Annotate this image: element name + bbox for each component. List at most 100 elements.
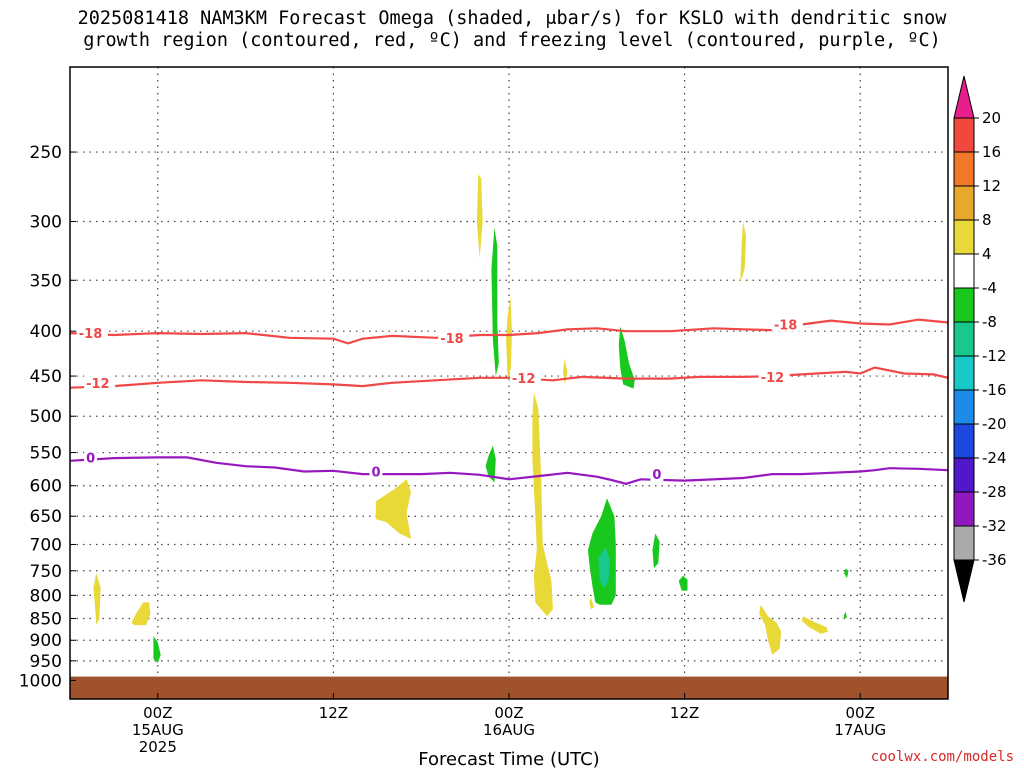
omega-region xyxy=(563,358,568,385)
terrain-surface xyxy=(70,676,948,699)
omega-region xyxy=(801,616,828,634)
omega-region xyxy=(485,445,496,483)
contour-line xyxy=(70,318,948,345)
colorbar-label: -20 xyxy=(982,415,1007,433)
terrain-band xyxy=(70,676,948,699)
omega-region xyxy=(844,611,847,619)
chart-title-line-2: growth region (contoured, red, ºC) and f… xyxy=(83,30,941,51)
omega-region xyxy=(476,174,483,258)
colorbar-segment xyxy=(953,75,975,119)
y-tick-label: 600 xyxy=(30,477,62,497)
colorbar-label: 12 xyxy=(982,177,1001,195)
colorbar-label: 20 xyxy=(982,109,1001,127)
y-tick-label: 750 xyxy=(30,562,62,582)
colorbar-label: 8 xyxy=(982,211,992,229)
colorbar-label: -28 xyxy=(982,483,1007,501)
y-tick-label: 550 xyxy=(30,444,62,464)
contour-label-bg xyxy=(509,369,541,385)
y-tick-label: 250 xyxy=(30,143,62,163)
contour-label-bg xyxy=(650,466,664,482)
y-tick-label: 1000 xyxy=(19,671,62,691)
contour-label: -18 xyxy=(774,318,798,333)
y-tick-label: 500 xyxy=(30,407,62,427)
contour-label: -18 xyxy=(440,332,464,347)
colorbar-label: -4 xyxy=(982,279,997,297)
contour-label: -12 xyxy=(761,371,785,386)
y-tick-label: 450 xyxy=(30,367,62,387)
colorbar-segment xyxy=(953,151,975,187)
colorbar-segment xyxy=(953,287,975,323)
y-tick-label: 700 xyxy=(30,535,62,555)
chart-title-line-1: 2025081418 NAM3KM Forecast Omega (shaded… xyxy=(77,8,947,29)
x-tick-label: 00Z xyxy=(143,704,172,722)
y-tick-label: 350 xyxy=(30,271,62,291)
contour-label-bg xyxy=(369,463,383,479)
omega-region xyxy=(153,636,161,663)
contour-label-bg xyxy=(771,316,803,332)
colorbar-segment xyxy=(953,219,975,255)
contour-label-bg xyxy=(758,368,790,384)
omega-region xyxy=(678,575,688,591)
x-tick-label: 00Z xyxy=(846,704,875,722)
colorbar-label: -24 xyxy=(982,449,1007,467)
omega-region xyxy=(131,602,151,626)
contour-line xyxy=(70,366,948,389)
y-axis: 2503003504004505005506006507007508008509… xyxy=(19,143,76,691)
colorbar-segment xyxy=(953,423,975,459)
contour-label: 0 xyxy=(86,451,95,466)
omega-region xyxy=(491,227,499,377)
contour-label: 0 xyxy=(371,465,380,480)
contour-label-bg xyxy=(438,329,470,345)
y-tick-label: 800 xyxy=(30,586,62,606)
colorbar-label: 4 xyxy=(982,245,992,263)
colorbar-segment xyxy=(953,389,975,425)
colorbar-label: -36 xyxy=(982,551,1007,569)
colorbar-segment xyxy=(953,185,975,221)
x-tick-label: 12Z xyxy=(319,704,348,722)
credit-text: coolwx.com/models xyxy=(870,749,1014,765)
colorbar-segment xyxy=(953,457,975,493)
y-tick-label: 400 xyxy=(30,322,62,342)
colorbar-label: -12 xyxy=(982,347,1007,365)
omega-region xyxy=(589,597,594,610)
x-tick-sub2: 2025 xyxy=(139,738,177,756)
omega-region xyxy=(652,533,660,569)
x-tick-sub1: 17AUG xyxy=(834,721,886,739)
contour-label: -18 xyxy=(79,327,103,342)
x-tick-sub1: 16AUG xyxy=(483,721,535,739)
colorbar-segment xyxy=(953,491,975,527)
contour-label-bg xyxy=(76,325,108,341)
y-tick-label: 950 xyxy=(30,652,62,672)
colorbar-label: 16 xyxy=(982,143,1001,161)
omega-region xyxy=(588,498,616,605)
omega-region xyxy=(844,568,849,579)
plot-frame xyxy=(69,66,949,700)
contour-label: 0 xyxy=(652,468,661,483)
omega-shading xyxy=(93,174,849,663)
omega-region xyxy=(532,392,553,617)
contour-label: -12 xyxy=(86,377,110,392)
grid-lines xyxy=(70,67,948,699)
colorbar-segment xyxy=(953,525,975,561)
omega-region xyxy=(375,479,411,539)
x-tick-sub1: 15AUG xyxy=(132,721,184,739)
x-tick-label: 00Z xyxy=(494,704,523,722)
x-axis-label: Forecast Time (UTC) xyxy=(418,749,599,768)
omega-region xyxy=(93,573,101,626)
omega-region xyxy=(618,326,635,389)
colorbar-label: -32 xyxy=(982,517,1007,535)
x-tick-label: 12Z xyxy=(670,704,699,722)
y-tick-label: 900 xyxy=(30,631,62,651)
y-tick-label: 300 xyxy=(30,213,62,233)
omega-region xyxy=(740,221,747,283)
contour-line xyxy=(70,456,948,485)
colorbar-label: -16 xyxy=(982,381,1007,399)
y-tick-label: 650 xyxy=(30,507,62,527)
colorbar-segment xyxy=(953,355,975,391)
omega-region xyxy=(598,547,610,589)
contour-label-bg xyxy=(84,374,116,390)
contour-label: -12 xyxy=(512,372,535,387)
colorbar-segment xyxy=(953,559,975,603)
